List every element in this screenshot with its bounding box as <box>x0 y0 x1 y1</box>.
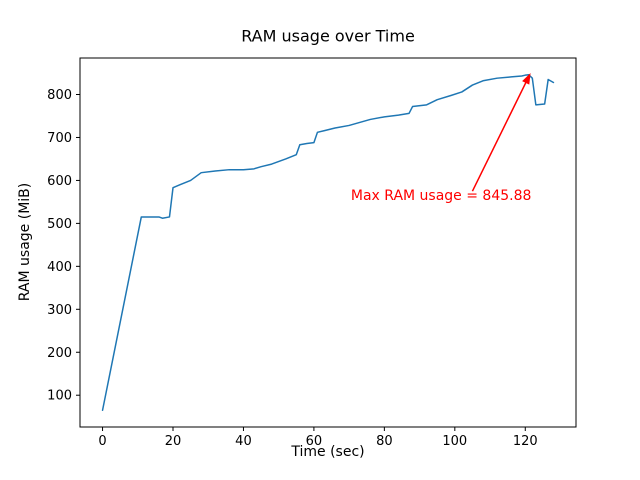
x-tick-label: 20 <box>165 434 182 449</box>
ram-usage-line <box>101 74 555 411</box>
y-tick-label: 400 <box>47 260 72 275</box>
x-axis-label: Time (sec) <box>291 444 365 460</box>
x-tick-label: 0 <box>98 434 106 449</box>
y-axis-label: RAM usage (MiB) <box>17 182 33 302</box>
y-tick-label: 700 <box>47 131 72 146</box>
y-tick-label: 200 <box>47 346 72 361</box>
y-tick-label: 500 <box>47 217 72 232</box>
y-tick-label: 300 <box>47 303 72 318</box>
x-tick-label: 40 <box>235 434 252 449</box>
y-tick-label: 600 <box>47 174 72 189</box>
y-tick-label: 800 <box>47 88 72 103</box>
plot-border <box>79 57 577 428</box>
y-tick-label: 100 <box>47 389 72 404</box>
annotation-arrow-head <box>522 73 531 85</box>
x-tick-label: 100 <box>442 434 467 449</box>
chart-title: RAM usage over Time <box>241 26 415 46</box>
annotation-arrow-shaft <box>471 79 528 192</box>
x-tick-label: 80 <box>376 434 393 449</box>
x-tick-label: 60 <box>306 434 323 449</box>
x-tick-label: 120 <box>513 434 538 449</box>
max-ram-annotation: Max RAM usage = 845.88 <box>351 188 532 204</box>
